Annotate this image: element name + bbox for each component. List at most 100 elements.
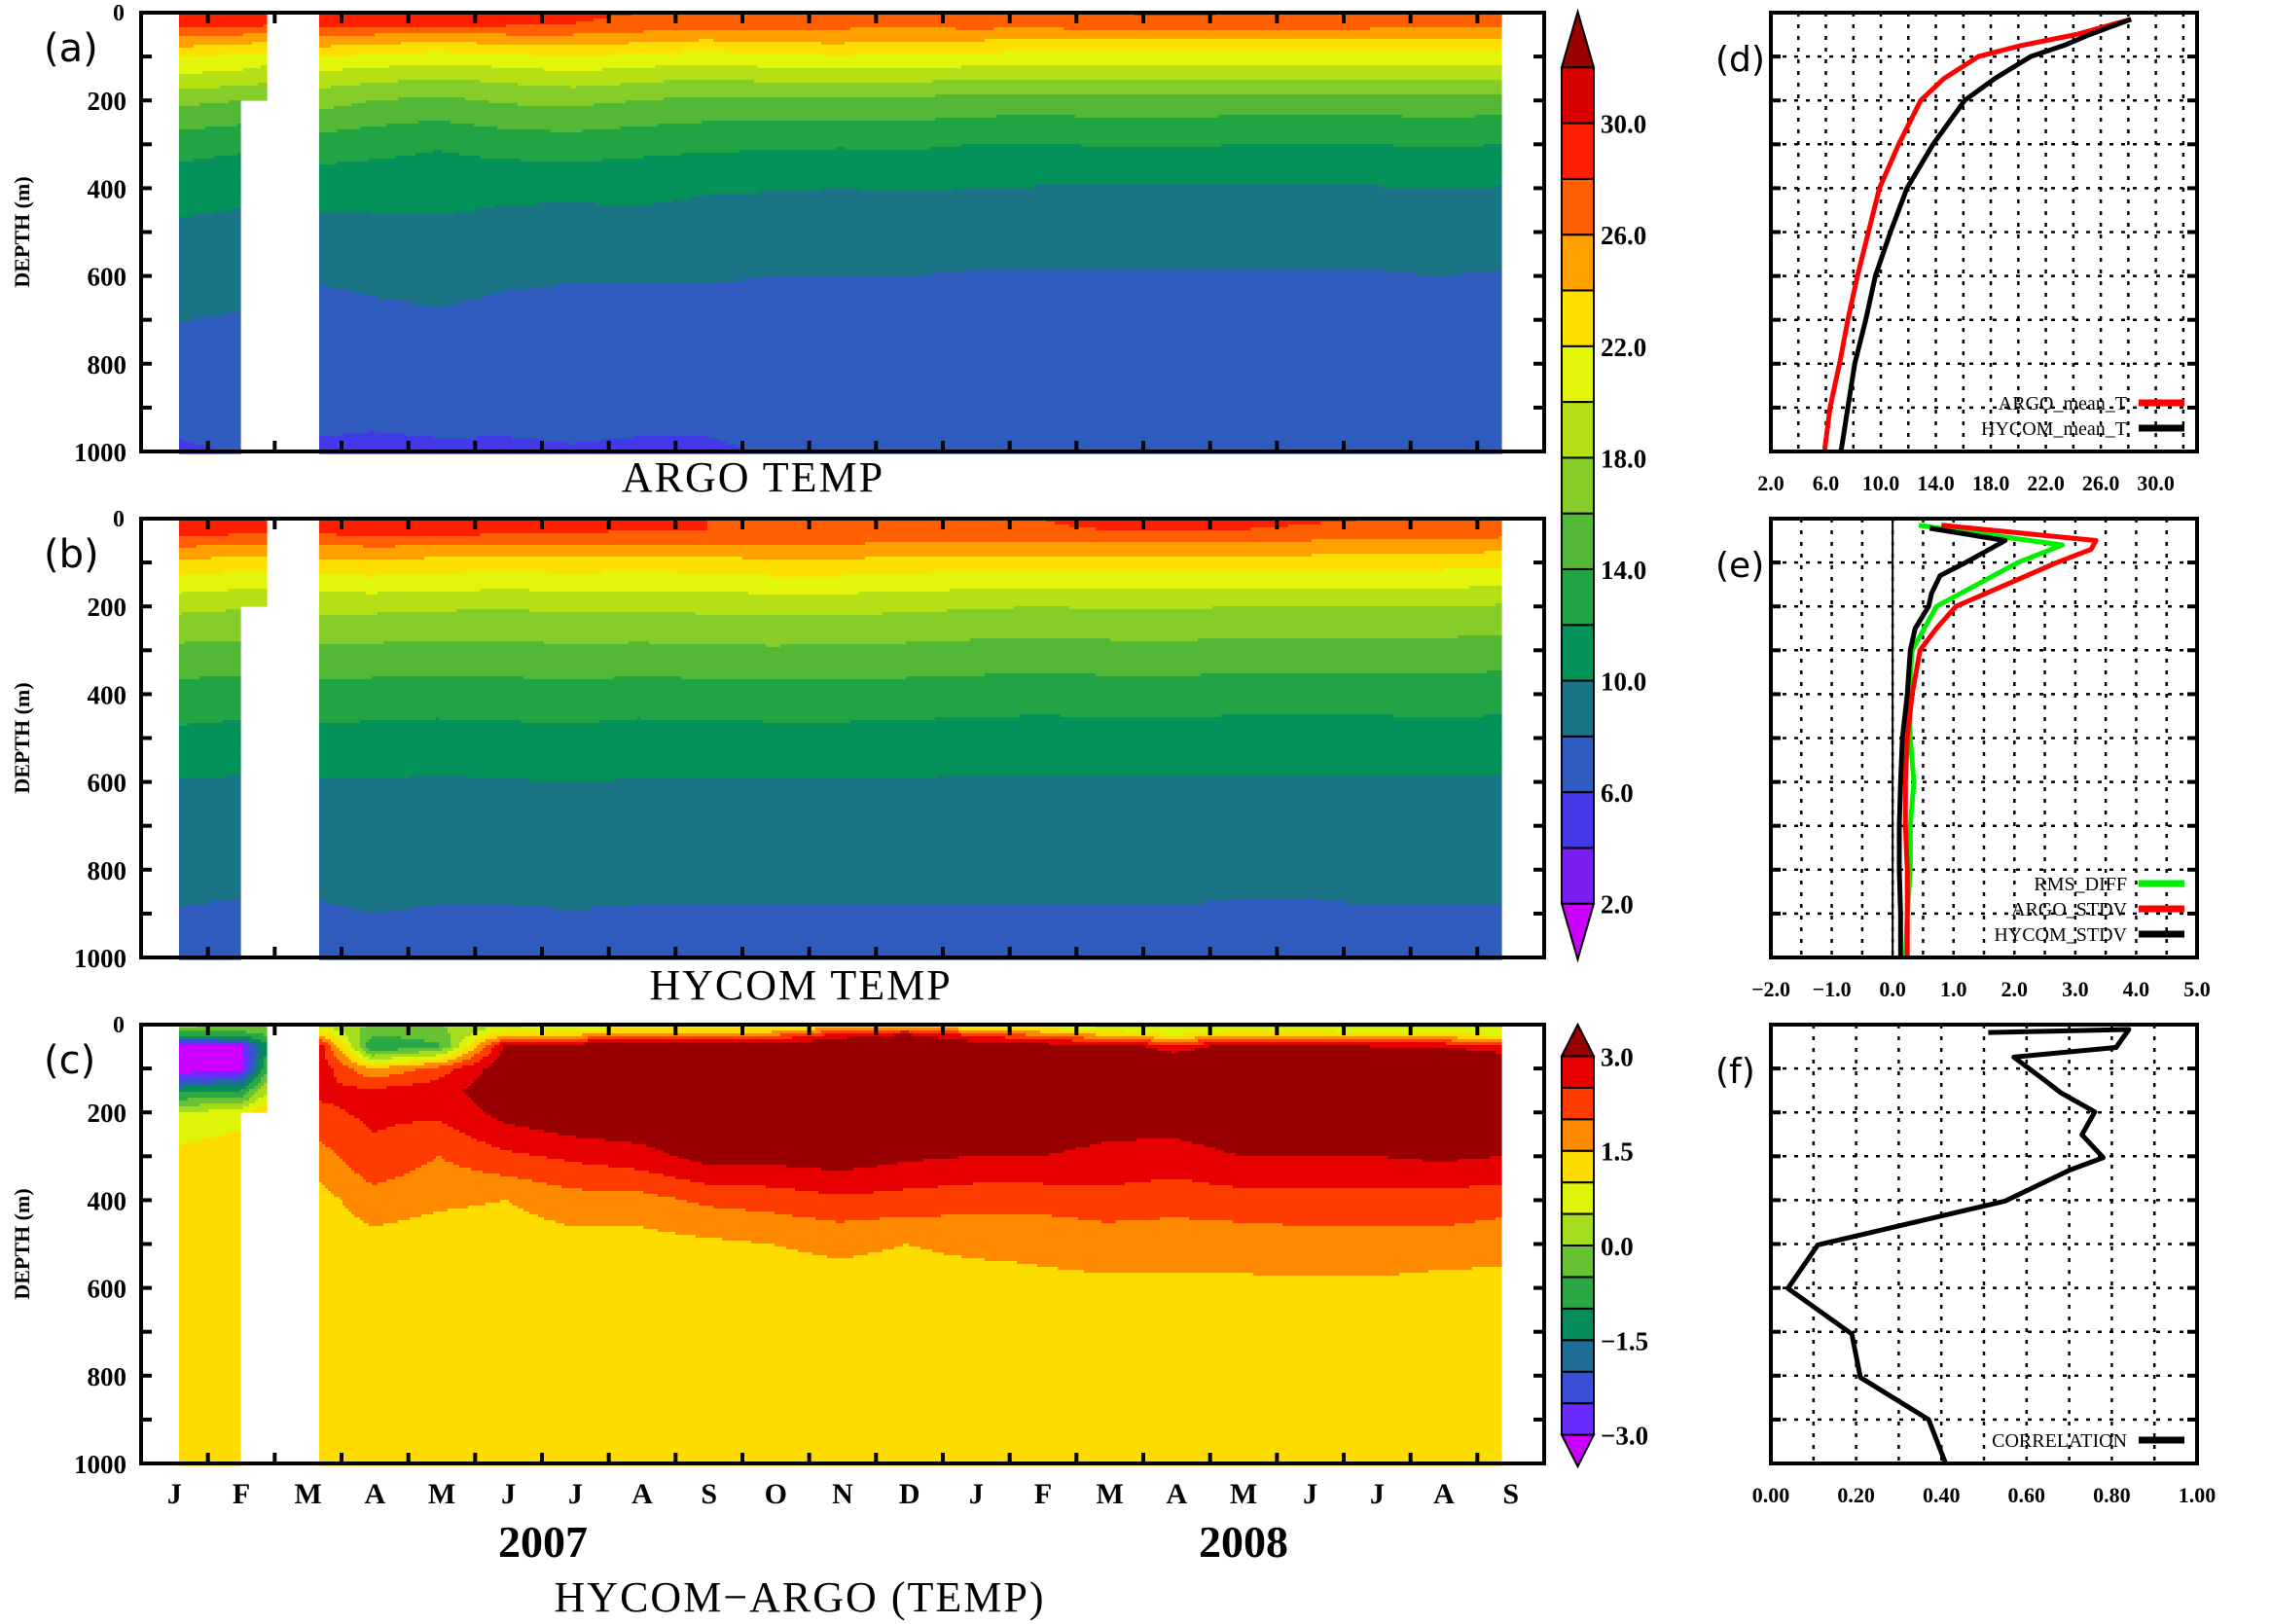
- heatmap-cell: [319, 407, 1502, 411]
- heatmap-cell: [967, 270, 1383, 273]
- heatmap-cell: [179, 433, 241, 437]
- heatmap-cell: [319, 609, 457, 613]
- heatmap-cell: [319, 1101, 323, 1104]
- heatmap-cell: [342, 1042, 352, 1046]
- heatmap-cell: [179, 627, 241, 631]
- heatmap-cell: [319, 1427, 1502, 1431]
- heatmap-cell: [465, 97, 665, 101]
- heatmap-cell: [319, 153, 416, 157]
- heatmap-cell: [319, 77, 1502, 81]
- heatmap-cell: [179, 89, 268, 92]
- heatmap-cell: [179, 848, 241, 852]
- heatmap-cell: [544, 641, 630, 645]
- heatmap-cell: [334, 1194, 659, 1198]
- y-tick-label: 1000: [74, 944, 126, 973]
- heatmap-cell: [319, 24, 507, 28]
- heatmap-cell: [319, 618, 1502, 622]
- heatmap-cell: [179, 1060, 244, 1064]
- heatmap-cell: [319, 18, 595, 22]
- heatmap-cell: [179, 407, 241, 411]
- heatmap-cell: [500, 1030, 773, 1034]
- heatmap-cell: [179, 1203, 241, 1207]
- heatmap-cell: [179, 586, 268, 590]
- heatmap-cell: [179, 1244, 241, 1247]
- heatmap-cell: [342, 1083, 414, 1087]
- heatmap-cell: [1393, 714, 1485, 718]
- colorbar-label: 30.0: [1601, 110, 1646, 139]
- heatmap-cell: [1312, 554, 1502, 558]
- heatmap-cell: [337, 904, 434, 908]
- heatmap-cell: [340, 1048, 349, 1052]
- heatmap-cell: [179, 199, 241, 203]
- heatmap-cell: [319, 854, 1502, 858]
- heatmap-cell: [319, 787, 1502, 791]
- heatmap-cell: [264, 1065, 268, 1069]
- heatmap-cell: [529, 287, 1502, 291]
- colorbar-label: 3.0: [1601, 1042, 1634, 1071]
- heatmap-cell: [477, 436, 513, 440]
- heatmap-cell: [249, 1098, 259, 1101]
- heatmap-cell: [319, 1086, 358, 1090]
- month-label: D: [899, 1478, 920, 1510]
- heatmap-cell: [179, 1197, 241, 1201]
- heatmap-cell: [264, 1063, 268, 1066]
- heatmap-cell: [179, 717, 241, 721]
- heatmap-cell: [179, 1354, 241, 1358]
- heatmap-cell: [252, 42, 268, 46]
- heatmap-cell: [319, 48, 1502, 52]
- heatmap-cell: [319, 735, 1502, 739]
- heatmap-cell: [404, 1173, 501, 1177]
- heatmap-cell: [179, 322, 241, 326]
- heatmap-cell: [491, 1051, 501, 1055]
- colorbar-box: [1561, 1149, 1595, 1184]
- heatmap-cell: [179, 337, 241, 341]
- heatmap-cell: [865, 542, 1502, 546]
- heatmap-cell: [319, 524, 708, 528]
- heatmap-cell: [319, 305, 431, 308]
- heatmap-cell: [319, 1203, 343, 1207]
- heatmap-cell: [319, 299, 396, 303]
- heatmap-cell: [386, 1086, 469, 1090]
- heatmap-cell: [430, 305, 446, 308]
- colorbar-box: [1561, 847, 1595, 905]
- heatmap-cell: [179, 921, 241, 925]
- heatmap-cell: [179, 1276, 241, 1280]
- month-label: A: [1433, 1478, 1455, 1510]
- heatmap-cell: [474, 124, 659, 127]
- heatmap-cell: [179, 913, 241, 917]
- heatmap-cell: [401, 1036, 451, 1040]
- heatmap-cell: [515, 904, 632, 908]
- heatmap-cell: [319, 328, 1502, 332]
- heatmap-cell: [894, 1246, 921, 1250]
- heatmap-cell: [491, 1115, 1502, 1119]
- heatmap-cell: [179, 951, 241, 955]
- heatmap-cell: [179, 1206, 241, 1209]
- heatmap-cell: [229, 533, 268, 537]
- heatmap-cell: [179, 1325, 241, 1329]
- heatmap-cell: [451, 1045, 460, 1049]
- heatmap-cell: [264, 1095, 268, 1099]
- heatmap-cell: [620, 83, 1502, 87]
- heatmap-cell: [491, 1048, 504, 1052]
- heatmap-cell: [1496, 603, 1502, 607]
- heatmap-cell: [319, 796, 1502, 800]
- heatmap-cell: [179, 854, 241, 858]
- heatmap-cell: [459, 153, 682, 157]
- heatmap-cell: [486, 1203, 513, 1207]
- heatmap-cell: [237, 153, 241, 157]
- heatmap-cell: [477, 1138, 606, 1142]
- heatmap-cell: [179, 147, 241, 151]
- heatmap-cell: [378, 574, 770, 578]
- heatmap-cell: [319, 1060, 329, 1064]
- heatmap-cell: [354, 54, 533, 57]
- heatmap-cell: [1136, 1138, 1181, 1142]
- heatmap-cell: [179, 691, 241, 695]
- heatmap-cell: [421, 1214, 539, 1218]
- heatmap-cell: [229, 589, 268, 593]
- heatmap-cell: [1049, 1042, 1149, 1046]
- heatmap-cell: [961, 1255, 1502, 1259]
- heatmap-cell: [707, 524, 1070, 528]
- y-tick-label: 200: [88, 593, 127, 622]
- heatmap-cell: [363, 1121, 414, 1125]
